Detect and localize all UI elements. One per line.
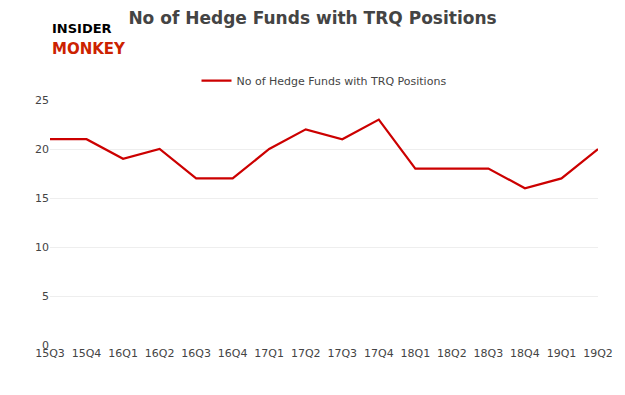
svg-text:MONKEY: MONKEY (52, 40, 126, 58)
svg-text:INSIDER: INSIDER (52, 21, 112, 36)
svg-text:19Q1: 19Q1 (547, 347, 577, 360)
svg-text:16Q4: 16Q4 (218, 347, 248, 360)
svg-text:17Q3: 17Q3 (327, 347, 357, 360)
svg-text:25: 25 (35, 94, 49, 107)
svg-text:15Q4: 15Q4 (72, 347, 102, 360)
svg-text:19Q2: 19Q2 (583, 347, 613, 360)
svg-text:No of Hedge Funds with TRQ Pos: No of Hedge Funds with TRQ Positions (237, 75, 447, 88)
svg-text:No of Hedge Funds with TRQ Pos: No of Hedge Funds with TRQ Positions (128, 8, 496, 28)
svg-text:18Q1: 18Q1 (401, 347, 431, 360)
svg-text:10: 10 (35, 241, 49, 254)
svg-text:16Q3: 16Q3 (181, 347, 211, 360)
svg-text:17Q1: 17Q1 (254, 347, 284, 360)
svg-text:16Q1: 16Q1 (108, 347, 138, 360)
svg-text:18Q2: 18Q2 (437, 347, 467, 360)
svg-text:18Q4: 18Q4 (510, 347, 540, 360)
svg-text:17Q4: 17Q4 (364, 347, 394, 360)
svg-text:15Q3: 15Q3 (35, 347, 65, 360)
svg-text:20: 20 (35, 143, 49, 156)
svg-text:5: 5 (42, 290, 49, 303)
svg-text:18Q3: 18Q3 (474, 347, 504, 360)
svg-text:0: 0 (42, 339, 49, 352)
svg-text:15: 15 (35, 192, 49, 205)
svg-text:16Q2: 16Q2 (145, 347, 175, 360)
svg-text:17Q2: 17Q2 (291, 347, 321, 360)
